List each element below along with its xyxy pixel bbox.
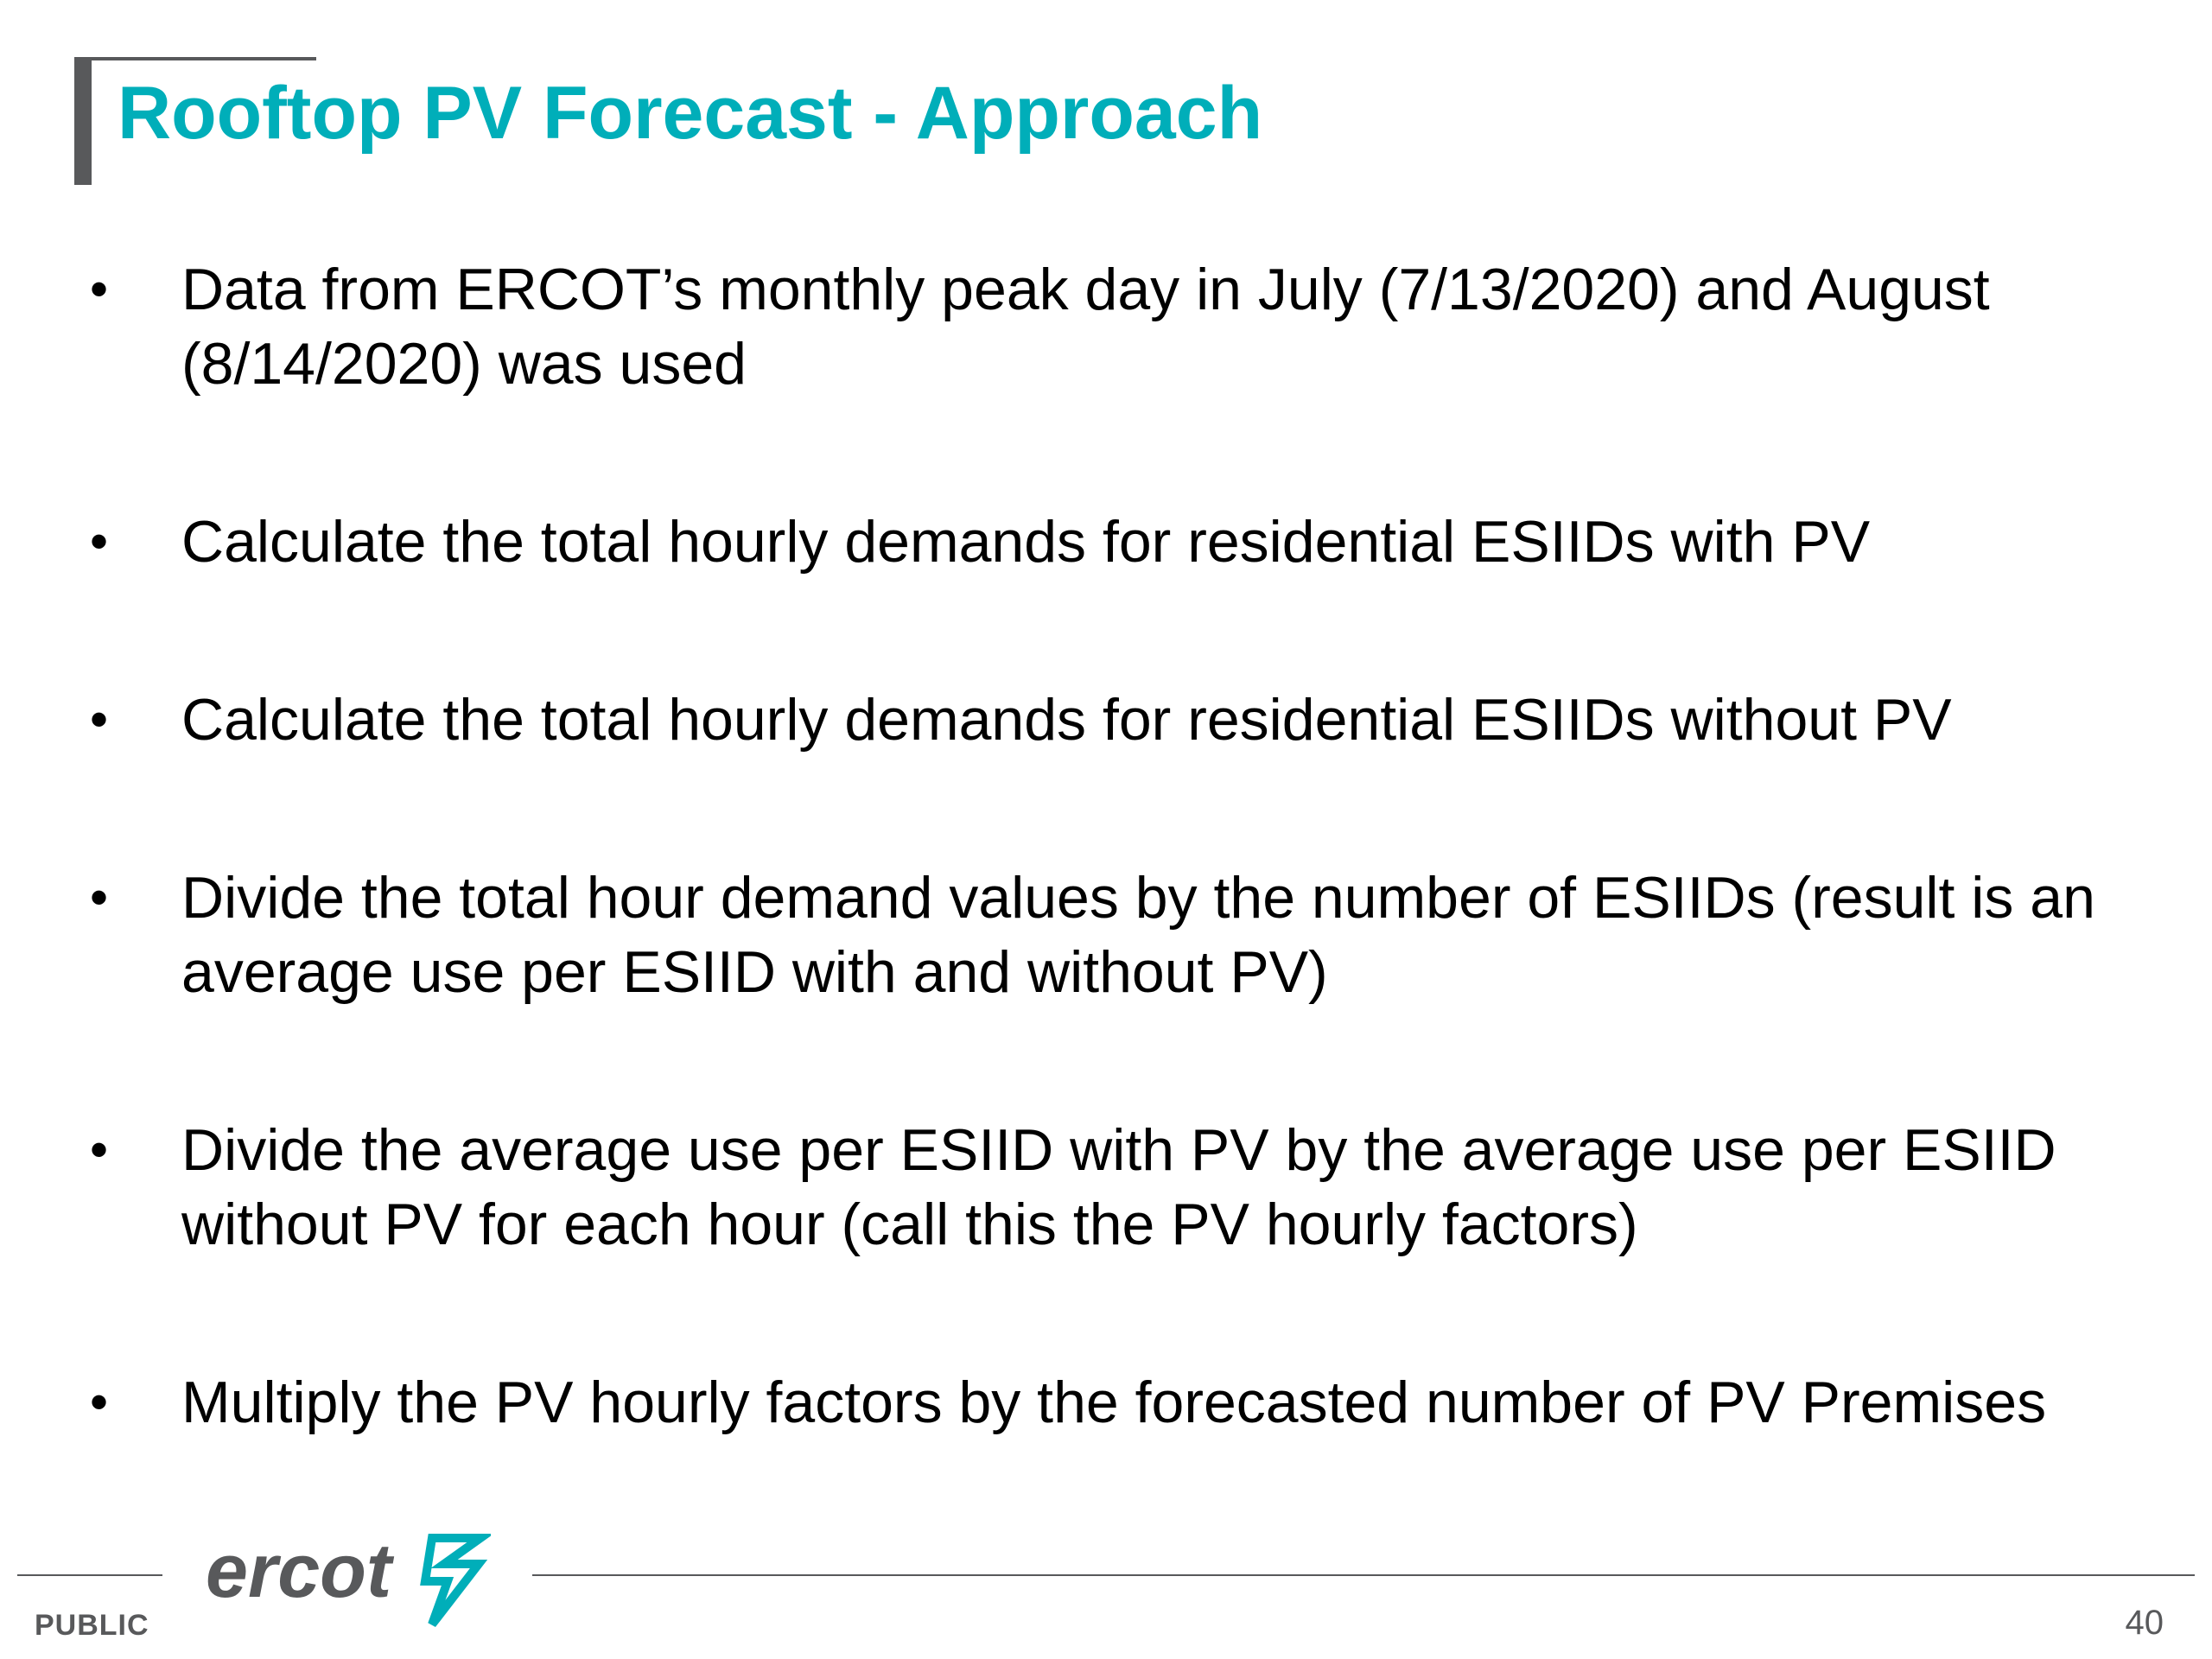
page-number: 40: [2125, 1604, 2164, 1642]
ercot-logo: ercot: [206, 1528, 491, 1628]
bullet-item: • Data from ERCOT’s monthly peak day in …: [86, 252, 2160, 401]
bullet-dot: •: [90, 512, 109, 570]
bullet-text: Divide the total hour demand values by t…: [181, 865, 2095, 1005]
logo-wordmark: ercot: [206, 1528, 395, 1613]
bullet-item: • Multiply the PV hourly factors by the …: [86, 1365, 2160, 1440]
bullet-text: Data from ERCOT’s monthly peak day in Ju…: [181, 257, 1990, 397]
lightning-bolt-icon: [420, 1534, 491, 1628]
bullet-dot: •: [90, 1373, 109, 1431]
bullet-item: • Divide the total hour demand values by…: [86, 861, 2160, 1009]
bullet-dot: •: [90, 690, 109, 748]
footer-divider-right: [532, 1574, 2195, 1576]
bullet-item: • Calculate the total hourly demands for…: [86, 505, 2160, 579]
bullet-item: • Calculate the total hourly demands for…: [86, 683, 2160, 757]
bullet-dot: •: [90, 260, 109, 318]
bullet-text: Calculate the total hourly demands for r…: [181, 687, 1952, 753]
title-accent-bar: [74, 57, 92, 185]
bullet-text: Calculate the total hourly demands for r…: [181, 509, 1871, 575]
footer-divider-left: [17, 1574, 162, 1576]
bullet-list: • Data from ERCOT’s monthly peak day in …: [86, 252, 2160, 1440]
bullet-dot: •: [90, 868, 109, 926]
bullet-dot: •: [90, 1121, 109, 1179]
slide-title: Rooftop PV Forecast - Approach: [118, 72, 1263, 155]
title-accent-top-bar: [74, 57, 316, 60]
bullet-item: • Divide the average use per ESIID with …: [86, 1113, 2160, 1262]
bullet-text: Multiply the PV hourly factors by the fo…: [181, 1370, 2047, 1435]
bullet-text: Divide the average use per ESIID with PV…: [181, 1117, 2056, 1257]
classification-label: PUBLIC: [35, 1609, 149, 1642]
